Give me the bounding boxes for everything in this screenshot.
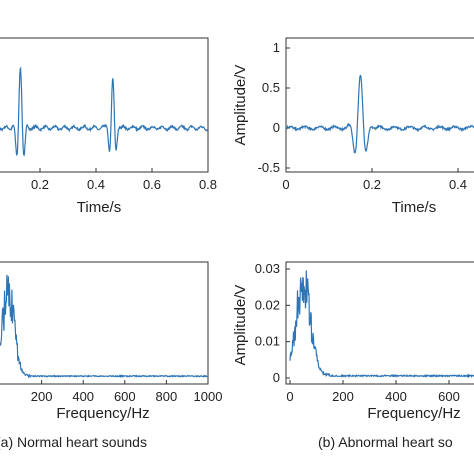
panel-normal-frequency-domain: Frequency/Hz 200 400 600 800 1000 xyxy=(0,261,223,422)
y-tick-label: -0.5 xyxy=(258,160,280,175)
y-tick-label: 0.03 xyxy=(255,261,280,276)
y-axis-label: Amplitude/V xyxy=(232,285,249,366)
signal-line xyxy=(0,66,208,157)
plot-frame xyxy=(0,261,209,385)
x-tick-label: 400 xyxy=(72,389,94,404)
y-tick-label: 0.01 xyxy=(255,334,280,349)
signal-line xyxy=(286,74,474,155)
x-tick-label: 0.8 xyxy=(199,177,217,192)
caption-abnormal: (b) Abnormal heart so xyxy=(318,434,453,450)
x-axis-label: Frequency/Hz xyxy=(367,405,460,422)
plot-frame xyxy=(285,261,474,385)
x-axis-label: Frequency/Hz xyxy=(56,405,149,422)
panel-abnormal-time-domain: Time/s Amplitude/V 0 0.2 0.4-0.500.51 xyxy=(232,37,474,216)
y-axis-label: Amplitude/V xyxy=(232,65,249,146)
x-tick-label: 0.6 xyxy=(143,177,161,192)
y-tick-label: 0.02 xyxy=(255,297,280,312)
x-tick-label: 400 xyxy=(385,389,407,404)
y-tick-label: 1 xyxy=(273,40,280,55)
signal-line xyxy=(289,270,474,379)
x-tick-label: 0.4 xyxy=(87,177,105,192)
x-axis-label: Time/s xyxy=(392,199,436,216)
x-axis-label: Time/s xyxy=(77,199,121,216)
x-tick-label: 0.2 xyxy=(363,177,381,192)
y-tick-label: 0.5 xyxy=(262,80,280,95)
x-tick-label: 0.4 xyxy=(449,177,467,192)
x-tick-label: 0 xyxy=(286,389,293,404)
panel-normal-time-domain: Time/s 0.2 0.4 0.6 0.8 xyxy=(0,37,217,216)
x-tick-label: 600 xyxy=(438,389,460,404)
x-tick-label: 1000 xyxy=(194,389,223,404)
plot-frame xyxy=(285,37,474,173)
y-tick-label: 0 xyxy=(273,120,280,135)
x-tick-label: 200 xyxy=(31,389,53,404)
x-tick-label: 800 xyxy=(156,389,178,404)
panel-abnormal-frequency-domain: Frequency/Hz Amplitude/V 0 200 400 600 0 0.01… xyxy=(232,261,474,422)
x-tick-label: 0 xyxy=(282,177,289,192)
signal-line xyxy=(0,274,208,379)
y-tick-label: 0 xyxy=(273,370,280,385)
caption-normal: (a) Normal heart sounds xyxy=(0,434,147,450)
x-tick-label: 200 xyxy=(332,389,354,404)
x-tick-label: 0.2 xyxy=(31,177,49,192)
x-tick-label: 600 xyxy=(114,389,136,404)
plot-frame xyxy=(0,37,209,173)
